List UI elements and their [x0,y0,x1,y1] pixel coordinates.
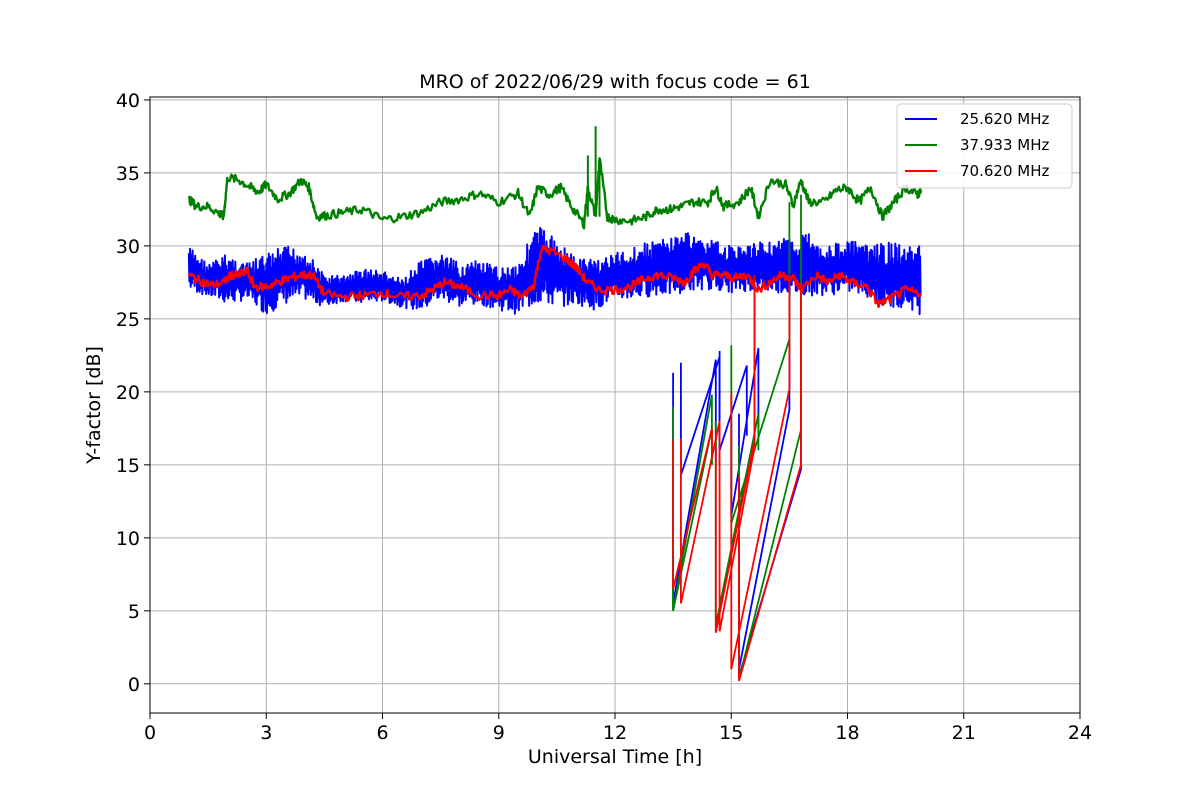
series-70.620 MHz [187,244,922,682]
x-axis-label: Universal Time [h] [528,746,702,768]
dropout-line [718,351,748,451]
dropout-line [718,275,756,632]
x-tick-label: 24 [1068,722,1092,744]
y-tick-label: 20 [116,382,140,404]
dropout-line [730,275,791,670]
x-tick-label: 0 [144,722,156,744]
x-tick-label: 9 [493,722,505,744]
x-tick-label: 3 [260,722,272,744]
y-tick-label: 25 [116,309,140,331]
y-tick-label: 40 [116,90,140,112]
y-tick-label: 5 [128,601,140,623]
legend: 25.620 MHz 37.933 MHz 70.620 MHz [896,103,1073,189]
y-axis-label: Y-factor [dB] [83,346,105,465]
dropout-line [738,282,802,682]
legend-box [896,103,1073,189]
dropout-line [672,428,713,590]
y-tick-label: 30 [116,236,140,258]
y-tick-label: 0 [128,674,140,696]
legend-label: 25.620 MHz [960,110,1049,128]
legend-label: 37.933 MHz [960,136,1049,154]
x-tick-label: 12 [603,722,627,744]
dropout-line [680,420,721,604]
legend-label: 70.620 MHz [960,162,1049,180]
x-tick-label: 15 [719,722,743,744]
y-tick-label: 15 [116,455,140,477]
chart-title: MRO of 2022/06/29 with focus code = 61 [419,71,811,93]
y-tick-label: 10 [116,528,140,550]
plot-area [187,126,923,682]
series-line [187,244,922,309]
ticks: 0 3 6 9 12 15 18 21 24 0 5 10 15 20 25 30 35 40 [116,90,1092,744]
x-tick-label: 18 [835,722,859,744]
x-tick-label: 21 [952,722,976,744]
y-tick-label: 35 [116,163,140,185]
series-line [187,157,923,230]
x-tick-label: 6 [376,722,388,744]
